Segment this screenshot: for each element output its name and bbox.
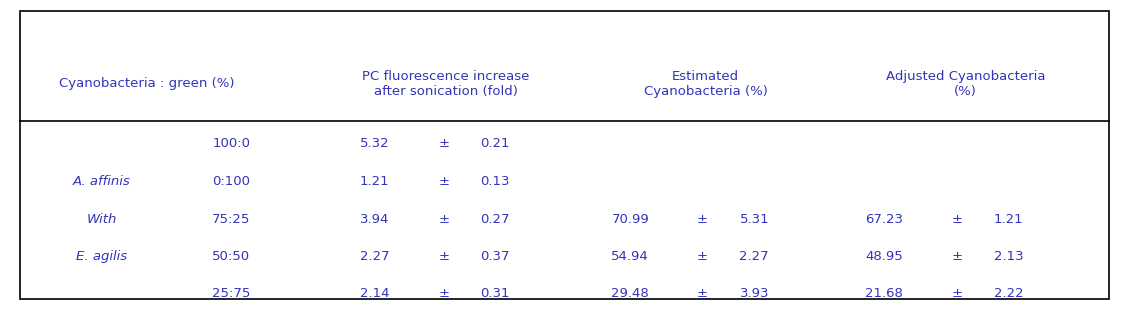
Text: Cyanobacteria : green (%): Cyanobacteria : green (%) bbox=[59, 77, 235, 91]
Text: 0:100: 0:100 bbox=[212, 175, 251, 188]
Text: ±: ± bbox=[438, 287, 449, 300]
Text: A. affinis: A. affinis bbox=[72, 175, 131, 188]
Text: 21.68: 21.68 bbox=[865, 287, 903, 300]
Text: 70.99: 70.99 bbox=[612, 213, 649, 226]
Text: 1.21: 1.21 bbox=[360, 175, 390, 188]
Text: 67.23: 67.23 bbox=[865, 213, 903, 226]
Text: 5.32: 5.32 bbox=[360, 137, 390, 150]
Text: ±: ± bbox=[697, 213, 708, 226]
Text: With: With bbox=[87, 213, 116, 226]
Text: 50:50: 50:50 bbox=[212, 250, 251, 263]
Text: ±: ± bbox=[438, 213, 449, 226]
Text: 0.21: 0.21 bbox=[480, 137, 509, 150]
Text: ±: ± bbox=[697, 250, 708, 263]
Text: 2.27: 2.27 bbox=[360, 250, 390, 263]
Text: 2.27: 2.27 bbox=[739, 250, 769, 263]
Text: 0.13: 0.13 bbox=[480, 175, 509, 188]
Text: 0.27: 0.27 bbox=[480, 213, 509, 226]
Text: 2.14: 2.14 bbox=[360, 287, 390, 300]
Text: 2.22: 2.22 bbox=[994, 287, 1023, 300]
Text: 1.21: 1.21 bbox=[994, 213, 1023, 226]
Text: ±: ± bbox=[697, 287, 708, 300]
Text: 25:75: 25:75 bbox=[212, 287, 251, 300]
Text: ±: ± bbox=[952, 213, 963, 226]
Text: 54.94: 54.94 bbox=[612, 250, 649, 263]
Text: 5.31: 5.31 bbox=[739, 213, 769, 226]
Text: ±: ± bbox=[438, 137, 449, 150]
Text: PC fluorescence increase
after sonication (fold): PC fluorescence increase after sonicatio… bbox=[362, 70, 530, 98]
Text: Estimated
Cyanobacteria (%): Estimated Cyanobacteria (%) bbox=[644, 70, 768, 98]
Text: 2.13: 2.13 bbox=[994, 250, 1023, 263]
Text: 0.37: 0.37 bbox=[480, 250, 509, 263]
Text: ±: ± bbox=[438, 250, 449, 263]
Text: E. agilis: E. agilis bbox=[76, 250, 128, 263]
Text: 3.93: 3.93 bbox=[739, 287, 769, 300]
Text: 29.48: 29.48 bbox=[612, 287, 649, 300]
Text: 3.94: 3.94 bbox=[360, 213, 390, 226]
Text: ±: ± bbox=[952, 250, 963, 263]
Text: 100:0: 100:0 bbox=[212, 137, 251, 150]
Text: ±: ± bbox=[438, 175, 449, 188]
Text: 48.95: 48.95 bbox=[866, 250, 903, 263]
Text: ±: ± bbox=[952, 287, 963, 300]
Text: 0.31: 0.31 bbox=[480, 287, 509, 300]
Text: Adjusted Cyanobacteria
(%): Adjusted Cyanobacteria (%) bbox=[885, 70, 1045, 98]
Text: 75:25: 75:25 bbox=[212, 213, 251, 226]
